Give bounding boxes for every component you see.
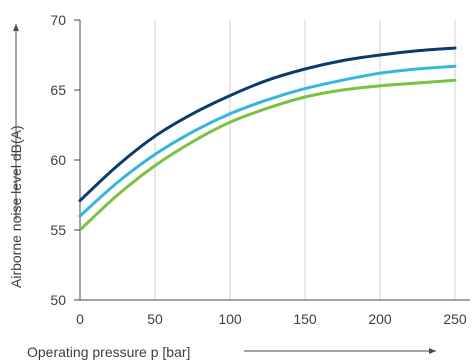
y-tick-label-50: 50	[50, 292, 66, 308]
x-tick-label-50: 50	[147, 311, 163, 327]
x-axis-title: Operating pressure p [bar]	[27, 344, 190, 360]
y-tick-label-65: 65	[50, 82, 66, 98]
series-line-2	[78, 64, 457, 218]
series-line-3	[78, 78, 457, 232]
y-tick-label-70: 70	[50, 12, 66, 28]
x-tick-label-100: 100	[218, 311, 242, 327]
axes	[79, 20, 470, 301]
x-tick-label-250: 250	[443, 311, 467, 327]
y-tick-label-60: 60	[50, 152, 66, 168]
y-tick-label-55: 55	[50, 222, 66, 238]
grid-lines	[154, 20, 456, 300]
y-axis-title: Airborne noise level dB(A)	[8, 125, 24, 288]
y-axis-title-group: Airborne noise level dB(A)	[8, 24, 24, 288]
tick-labels: 50 55 60 65 70 0 50 100 150 200 250	[50, 12, 466, 327]
x-tick-label-200: 200	[368, 311, 392, 327]
series-lines	[78, 46, 457, 232]
x-tick-label-0: 0	[76, 311, 84, 327]
x-tick-label-150: 150	[293, 311, 317, 327]
x-axis-title-group: Operating pressure p [bar]	[27, 344, 436, 360]
series-line-1	[78, 46, 457, 203]
